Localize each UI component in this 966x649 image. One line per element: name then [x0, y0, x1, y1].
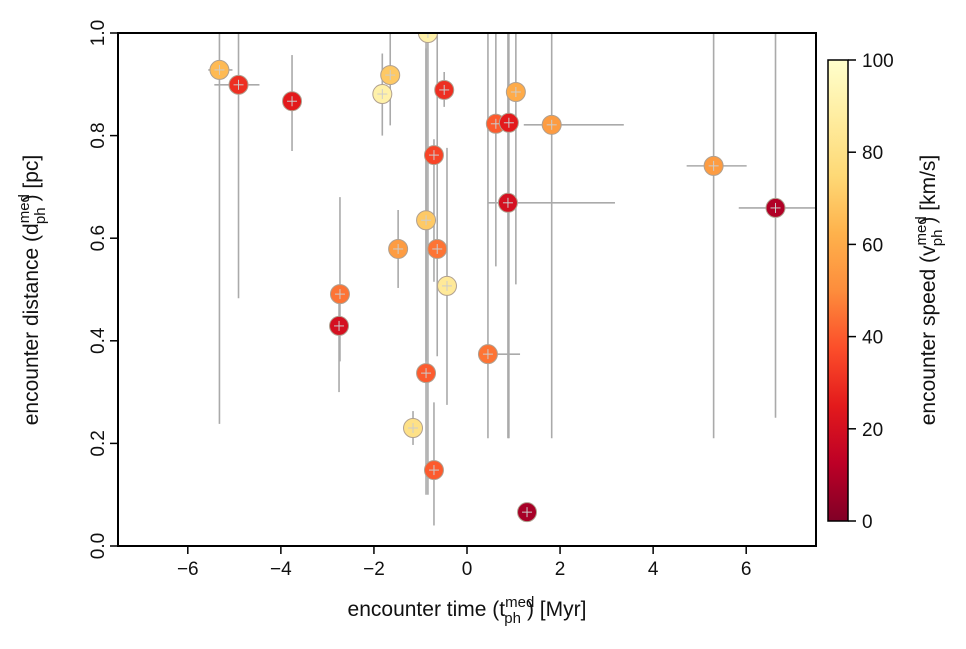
x-tick-label: −6	[177, 559, 199, 580]
plot-frame	[117, 32, 817, 547]
x-tick-label: 6	[741, 559, 752, 580]
colorbar-tick-label: 40	[862, 328, 883, 349]
y-tick-label: 0.6	[88, 225, 109, 251]
x-axis-label: encounter time (tmed ph) [Myr]	[348, 594, 587, 627]
colorbar-tick-label: 80	[862, 143, 883, 164]
y-tick-label: 0.8	[88, 122, 109, 148]
colorbar-tick-label: 0	[862, 512, 873, 533]
y-tick-label: 0.0	[88, 533, 109, 559]
y-tick-label: 0.4	[88, 327, 109, 354]
x-tick-label: −4	[270, 559, 292, 580]
colorbar	[827, 59, 849, 522]
x-axis: −6 −4 −2 0 2 4 6	[177, 546, 752, 580]
x-tick-label: 2	[555, 559, 566, 580]
colorbar-tick-label: 60	[862, 235, 883, 256]
plot-marks	[208, 33, 816, 526]
colorbar-axis: 0 20 40 60 80 100	[848, 51, 894, 533]
y-tick-label: 1.0	[88, 20, 109, 46]
colorbar-label: encounter speed (vmedph) [km/s]	[913, 155, 946, 426]
y-axis: 0.0 0.2 0.4 0.6 0.8 1.0	[88, 20, 118, 559]
x-tick-label: 0	[462, 559, 473, 580]
colorbar-tick-label: 20	[862, 420, 883, 441]
x-tick-label: −2	[363, 559, 385, 580]
y-tick-label: 0.2	[88, 430, 109, 456]
colorbar-tick-label: 100	[862, 51, 894, 72]
x-tick-label: 4	[648, 559, 659, 580]
y-axis-label: encounter distance (dmedph) [pc]	[16, 155, 49, 426]
